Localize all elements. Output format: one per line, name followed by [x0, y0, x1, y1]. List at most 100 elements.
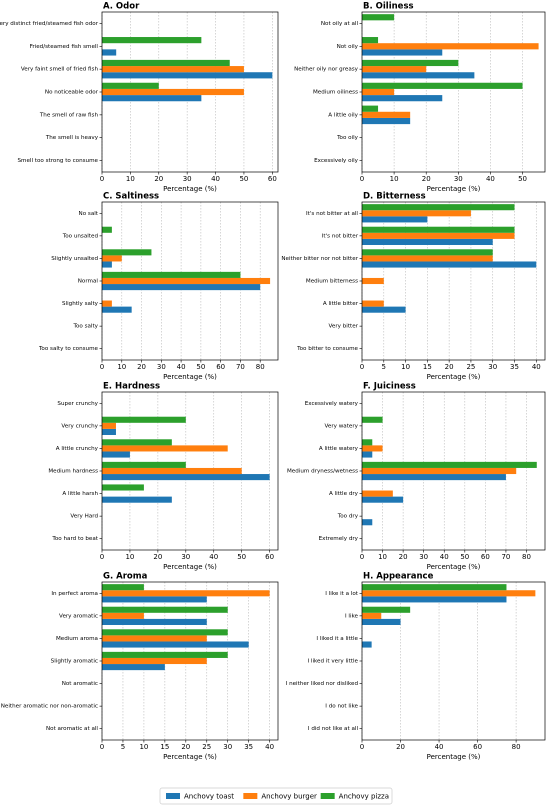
x-tick-label: 40	[265, 743, 274, 751]
legend-swatch	[243, 793, 258, 799]
bar	[362, 596, 507, 603]
x-tick-label: 50	[460, 553, 469, 561]
bar	[362, 226, 515, 233]
bar	[102, 635, 207, 642]
bar	[102, 451, 130, 458]
bar	[102, 657, 207, 665]
x-tick-label: 40	[486, 175, 495, 183]
x-tick-label: 0	[360, 363, 364, 371]
bar	[102, 249, 152, 256]
legend-swatch	[320, 793, 335, 799]
bar	[362, 606, 411, 613]
x-tick-label: 25	[202, 743, 211, 751]
category-label: Very crunchy	[61, 423, 98, 429]
bar	[102, 467, 242, 475]
x-tick-label: 70	[236, 363, 245, 371]
bar	[362, 232, 515, 239]
category-label: In perfect aroma	[51, 591, 98, 597]
x-tick-label: 10	[126, 175, 135, 183]
bar	[362, 238, 493, 245]
category-label: Very watery	[325, 423, 359, 429]
category-label: Very bitter	[329, 324, 359, 330]
category-label: A little watery	[319, 446, 359, 452]
bar	[102, 284, 261, 291]
bar	[362, 37, 379, 44]
bar	[102, 612, 144, 619]
x-tick-label: 20	[154, 175, 163, 183]
category-label: A little dry	[329, 491, 359, 497]
bar	[102, 300, 112, 307]
category-label: Excessively oily	[314, 158, 359, 164]
x-tick-label: 20	[399, 553, 408, 561]
category-label: Too salty	[73, 324, 99, 330]
bar	[102, 226, 112, 233]
bar	[362, 277, 384, 285]
bar	[102, 88, 244, 96]
plot-frame	[101, 581, 279, 741]
x-tick-label: 10	[125, 553, 134, 561]
bar	[102, 641, 249, 648]
category-label: Too hard to beat	[51, 536, 98, 542]
bar	[102, 261, 112, 268]
category-label: Medium bitterness	[306, 279, 358, 285]
bar	[362, 496, 404, 503]
bar	[362, 439, 373, 446]
x-tick-label: 60	[265, 553, 274, 561]
x-tick-label: 50	[196, 363, 205, 371]
x-tick-label: 40	[532, 363, 541, 371]
x-tick-label: 0	[100, 175, 104, 183]
x-axis-label: Percentage (%)	[427, 373, 481, 381]
x-axis-label: Percentage (%)	[427, 185, 481, 193]
bar	[362, 117, 411, 125]
category-label: Not oily at all	[321, 21, 359, 27]
bar	[102, 428, 116, 435]
x-tick-label: 80	[256, 363, 265, 371]
bar	[102, 66, 244, 73]
category-label: Very aromatic	[59, 613, 98, 619]
panel-title: E. Hardness	[103, 382, 160, 392]
x-tick-label: 10	[378, 553, 387, 561]
category-label: No noticeable odor	[45, 90, 99, 96]
category-label: Neither bitter nor not bitter	[281, 256, 358, 262]
plot-frame	[361, 581, 546, 741]
x-tick-label: 30	[183, 175, 192, 183]
category-label: A little bitter	[323, 301, 359, 307]
category-label: Slightly salty	[62, 301, 99, 307]
x-tick-label: 50	[239, 175, 248, 183]
panel-title: C. Saltiness	[103, 192, 159, 202]
bar	[362, 519, 373, 526]
bar	[362, 204, 515, 211]
bar	[102, 439, 172, 446]
x-tick-label: 15	[423, 363, 432, 371]
x-tick-label: 10	[117, 363, 126, 371]
x-tick-label: 0	[360, 743, 364, 751]
bar	[362, 261, 537, 268]
x-tick-label: 30	[157, 363, 166, 371]
bar	[102, 618, 207, 625]
category-label: Slightly aromatic	[51, 659, 98, 665]
x-tick-label: 25	[466, 363, 475, 371]
category-label: I did not like at all	[308, 726, 359, 732]
panel-title: G. Aroma	[103, 572, 148, 582]
category-label: Very Hard	[70, 514, 98, 520]
category-label: I like	[345, 613, 359, 619]
category-label: Smell too strong to consume	[17, 158, 98, 164]
bar	[102, 496, 172, 503]
x-tick-label: 0	[100, 553, 104, 561]
category-label: I liked it very little	[307, 659, 358, 665]
bar	[102, 416, 186, 423]
bar	[362, 451, 373, 458]
plot-frame	[101, 391, 279, 551]
x-axis-label: Percentage (%)	[163, 563, 217, 571]
bar	[362, 490, 393, 497]
x-tick-label: 40	[211, 175, 220, 183]
x-axis-label: Percentage (%)	[427, 563, 481, 571]
bar	[102, 474, 270, 481]
x-tick-label: 50	[237, 553, 246, 561]
bar	[362, 49, 443, 56]
category-label: Medium dryness/wetness	[287, 469, 358, 475]
category-label: Too bitter to consume	[296, 346, 358, 352]
x-tick-label: 10	[390, 175, 399, 183]
bar	[362, 111, 411, 118]
